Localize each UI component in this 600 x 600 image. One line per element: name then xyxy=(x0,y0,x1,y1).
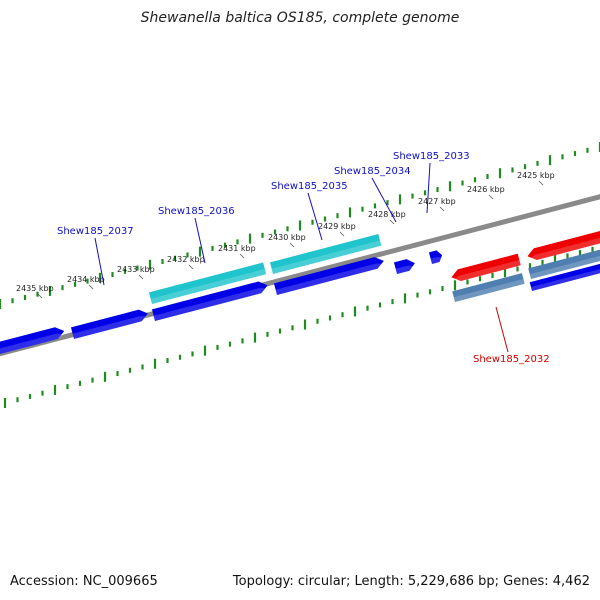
accession-text: Accession: NC_009665 xyxy=(10,574,158,589)
scale-label: 2425 kbp xyxy=(517,171,555,180)
scale-tick-connector xyxy=(488,194,494,200)
gene-label: Shew185_2034 xyxy=(334,166,411,177)
scale-label: 2429 kbp xyxy=(318,222,356,231)
gene-label: Shew185_2032 xyxy=(473,354,550,365)
gene-label-leader xyxy=(426,162,431,214)
cds-2034-body xyxy=(393,259,415,274)
scale-tick-connector xyxy=(339,231,345,237)
rna-2035-highlight xyxy=(271,240,382,274)
cds-2037a-body xyxy=(0,327,65,354)
feature-track xyxy=(0,230,600,354)
cds-2037b-highlight xyxy=(72,316,149,339)
scale-label: 2432 kbp xyxy=(167,255,205,264)
scale-tick-connector xyxy=(37,293,43,299)
cds-2037a xyxy=(0,327,66,354)
feature-2032-dark xyxy=(452,273,525,302)
inner-tick-track xyxy=(3,246,594,408)
gene-label-leader xyxy=(371,177,397,223)
scale-label: 2428 kbp xyxy=(368,210,406,219)
gene-label-leader xyxy=(94,237,105,286)
cds-2035 xyxy=(273,257,385,295)
scale-tick-connector xyxy=(188,264,194,270)
rna-2036-body xyxy=(148,262,267,304)
cds-2034 xyxy=(393,259,416,274)
cds-2037b xyxy=(70,309,149,339)
feature-2032-dark-body xyxy=(452,273,525,302)
cds-2036-highlight xyxy=(153,287,269,321)
gene-label-leader xyxy=(194,217,206,264)
gene-label: Shew185_2033 xyxy=(393,151,470,162)
cds-2032-rev xyxy=(451,253,521,281)
cds-right-lower-body xyxy=(529,262,600,291)
cds-2036 xyxy=(151,281,269,321)
outer-tick-track xyxy=(0,142,600,309)
map-title: Shewanella baltica OS185, complete genom… xyxy=(140,10,460,26)
cds-2037b-body xyxy=(70,309,148,339)
cds-rev-right-highlight xyxy=(528,236,600,260)
scale-labels: 2435 kbp 2434 kbp 2433 kbp 2432 kbp 2431 kbp… xyxy=(16,171,555,299)
gene-label: Shew185_2036 xyxy=(158,206,235,217)
rna-2035-body xyxy=(269,234,382,274)
gene-label-leader xyxy=(495,306,509,353)
gene-label: Shew185_2037 xyxy=(57,226,134,237)
scale-tick-connector xyxy=(289,242,295,248)
scale-label: 2433 kbp xyxy=(117,265,155,274)
scale-label: 2434 kbp xyxy=(67,275,105,284)
rna-2036 xyxy=(148,262,267,304)
gene-label: Shew185_2035 xyxy=(271,181,348,192)
rna-2036-highlight xyxy=(150,268,267,304)
feature-dark-right-body xyxy=(528,248,600,279)
scale-label: 2435 kbp xyxy=(16,284,54,293)
cds-2033 xyxy=(428,250,443,264)
cds-rev-right-body xyxy=(527,230,600,260)
scale-label: 2431 kbp xyxy=(218,244,256,253)
gene-label-leader xyxy=(307,192,323,241)
cds-2032-rev-highlight xyxy=(452,260,521,281)
cds-2032-rev-body xyxy=(451,253,521,281)
genome-stats-text: Topology: circular; Length: 5,229,686 bp… xyxy=(232,574,590,589)
scale-tick-connector xyxy=(439,206,445,212)
cds-2033-highlight xyxy=(430,256,443,264)
feature-dark-right xyxy=(528,248,600,279)
scale-tick-connector xyxy=(138,274,144,280)
scale-tick-connector xyxy=(389,219,395,225)
cds-2034-highlight xyxy=(395,265,416,274)
scale-label: 2426 kbp xyxy=(467,185,505,194)
feature-dark-right-highlight xyxy=(529,253,600,279)
scale-label: 2430 kbp xyxy=(268,233,306,242)
cds-2037a-highlight xyxy=(0,333,66,354)
feature-2032-dark-highlight xyxy=(453,278,525,302)
gene-labels: Shew185_2037 Shew185_2036 Shew185_2035 Shew… xyxy=(57,151,550,365)
cds-right-lower xyxy=(529,262,600,291)
scale-tick-connector xyxy=(239,253,245,259)
cds-2035-body xyxy=(273,257,384,295)
scale-tick-connector xyxy=(88,284,94,290)
cds-right-lower-highlight xyxy=(530,266,600,291)
cds-2036-body xyxy=(151,281,268,321)
scale-tick-connector xyxy=(538,180,544,186)
cds-2033-body xyxy=(428,250,443,264)
rna-2035 xyxy=(269,234,382,274)
cds-2035-highlight xyxy=(275,263,385,295)
scale-label: 2427 kbp xyxy=(418,197,456,206)
cds-rev-right xyxy=(527,230,600,260)
